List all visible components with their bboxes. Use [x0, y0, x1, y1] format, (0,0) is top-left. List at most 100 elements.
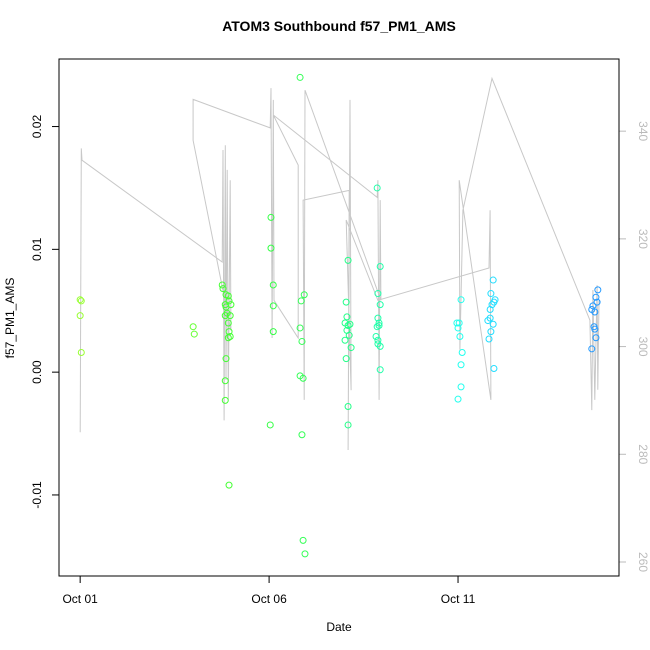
point	[485, 335, 493, 343]
point	[296, 324, 304, 332]
point	[76, 312, 84, 320]
point	[454, 324, 462, 332]
point	[221, 377, 229, 385]
point	[588, 345, 596, 353]
point	[375, 319, 383, 327]
point	[344, 421, 352, 429]
point	[344, 256, 352, 264]
x-tick-label: Oct 06	[251, 592, 287, 606]
chart-title: ATOM3 Southbound f57_PM1_AMS	[222, 18, 456, 34]
point	[190, 330, 198, 338]
point	[591, 308, 599, 316]
point	[224, 334, 232, 342]
point	[489, 276, 497, 284]
point	[491, 296, 499, 304]
point	[592, 334, 600, 342]
y-axis-label: f57_PM1_AMS	[3, 278, 17, 359]
point	[269, 328, 277, 336]
y2-tick-label: 260	[636, 552, 650, 572]
point	[458, 348, 466, 356]
point	[376, 366, 384, 374]
point	[224, 292, 232, 300]
point	[487, 328, 495, 336]
point	[344, 403, 352, 411]
point	[221, 396, 229, 404]
point	[77, 348, 85, 356]
point	[226, 312, 234, 320]
point	[486, 314, 494, 322]
point	[343, 313, 351, 321]
plot-area: Oct 01 Oct 06 Oct 11 -0.01 0.00 0.01 0.02 260 28…	[30, 73, 650, 606]
point	[225, 481, 233, 489]
point	[267, 244, 275, 252]
y-tick-label: -0.01	[30, 481, 44, 509]
point	[457, 361, 465, 369]
point	[374, 314, 382, 322]
point	[373, 184, 381, 192]
point	[376, 342, 384, 350]
plot-frame	[58, 58, 620, 577]
point	[373, 323, 381, 331]
point	[269, 281, 277, 289]
point	[267, 213, 275, 221]
y2-tick-label: 300	[636, 337, 650, 357]
point	[77, 297, 85, 305]
point	[457, 296, 465, 304]
point	[591, 325, 599, 333]
point	[593, 298, 601, 306]
point	[225, 297, 233, 305]
point	[298, 431, 306, 439]
point	[374, 336, 382, 344]
point	[76, 296, 84, 304]
point	[345, 331, 353, 339]
point	[346, 320, 354, 328]
x-tick-label: Oct 11	[441, 592, 476, 606]
point	[489, 320, 497, 328]
y2-line	[79, 76, 600, 451]
point	[589, 302, 597, 310]
y2-tick-label: 320	[636, 229, 650, 249]
point	[453, 319, 461, 327]
y-tick-label: 0.00	[30, 360, 44, 384]
point	[344, 321, 352, 329]
point	[456, 333, 464, 341]
point	[298, 337, 306, 345]
point	[592, 293, 600, 301]
point	[300, 291, 308, 299]
point	[455, 319, 463, 327]
point	[342, 298, 350, 306]
point	[189, 323, 197, 331]
point	[342, 355, 350, 363]
point	[296, 73, 304, 81]
point	[490, 364, 498, 372]
point	[372, 333, 380, 341]
point	[594, 286, 602, 294]
point	[375, 321, 383, 329]
x-tick-label: Oct 01	[62, 592, 98, 606]
y-tick-label: 0.02	[30, 115, 44, 139]
point	[376, 263, 384, 271]
point	[374, 290, 382, 298]
y-tick-label: 0.01	[30, 237, 44, 261]
point	[376, 301, 384, 309]
point	[297, 297, 305, 305]
point	[224, 319, 232, 327]
point	[341, 336, 349, 344]
point	[487, 290, 495, 298]
point	[299, 374, 307, 382]
point	[226, 333, 234, 341]
y2-tick-label: 280	[636, 444, 650, 464]
point	[457, 383, 465, 391]
point	[347, 344, 355, 352]
point	[218, 281, 226, 289]
point	[222, 355, 230, 363]
point	[266, 421, 274, 429]
point	[219, 285, 227, 293]
point	[301, 550, 309, 558]
x-axis-label: Date	[326, 620, 352, 634]
point	[269, 302, 277, 310]
point	[454, 395, 462, 403]
y2-tick-label: 340	[636, 121, 650, 141]
